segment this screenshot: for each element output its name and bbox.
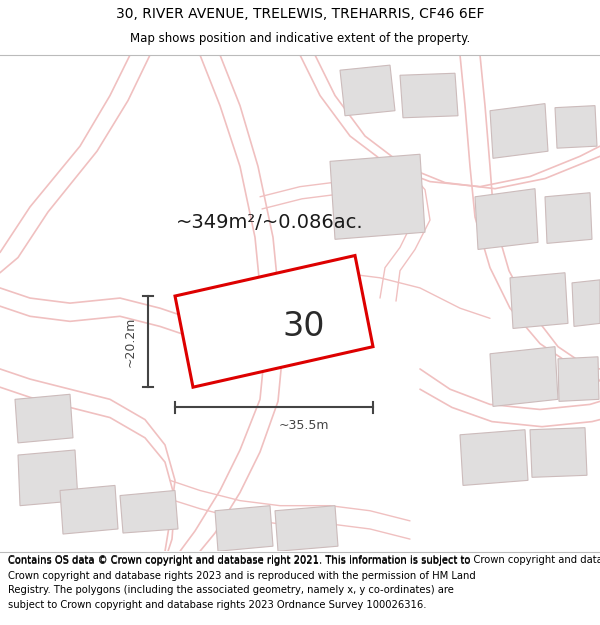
Polygon shape: [510, 272, 568, 329]
Polygon shape: [340, 65, 395, 116]
Polygon shape: [275, 506, 338, 551]
Text: Contains OS data © Crown copyright and database right 2021. This information is : Contains OS data © Crown copyright and d…: [8, 556, 470, 566]
Polygon shape: [215, 506, 273, 551]
Polygon shape: [400, 73, 458, 118]
Text: Registry. The polygons (including the associated geometry, namely x, y co-ordina: Registry. The polygons (including the as…: [8, 585, 454, 595]
Polygon shape: [530, 428, 587, 478]
Text: ~20.2m: ~20.2m: [124, 316, 137, 367]
Polygon shape: [555, 106, 597, 148]
Polygon shape: [60, 486, 118, 534]
Text: 30, RIVER AVENUE, TRELEWIS, TREHARRIS, CF46 6EF: 30, RIVER AVENUE, TRELEWIS, TREHARRIS, C…: [116, 7, 484, 21]
Polygon shape: [490, 347, 558, 406]
Polygon shape: [475, 189, 538, 249]
Polygon shape: [545, 192, 592, 243]
Text: ~349m²/~0.086ac.: ~349m²/~0.086ac.: [176, 213, 364, 232]
Polygon shape: [18, 450, 78, 506]
Text: Contains OS data © Crown copyright and database right 2021. This information is : Contains OS data © Crown copyright and d…: [8, 555, 600, 565]
Polygon shape: [330, 154, 425, 239]
Polygon shape: [15, 394, 73, 443]
Text: subject to Crown copyright and database rights 2023 Ordnance Survey 100026316.: subject to Crown copyright and database …: [8, 599, 427, 609]
Polygon shape: [490, 104, 548, 158]
Text: Crown copyright and database rights 2023 and is reproduced with the permission o: Crown copyright and database rights 2023…: [8, 571, 476, 581]
Text: ~35.5m: ~35.5m: [279, 419, 329, 432]
Polygon shape: [460, 430, 528, 486]
Text: 30: 30: [283, 310, 325, 343]
Polygon shape: [558, 357, 599, 401]
Polygon shape: [572, 280, 600, 326]
Polygon shape: [175, 256, 373, 387]
Text: Map shows position and indicative extent of the property.: Map shows position and indicative extent…: [130, 32, 470, 45]
Polygon shape: [120, 491, 178, 533]
